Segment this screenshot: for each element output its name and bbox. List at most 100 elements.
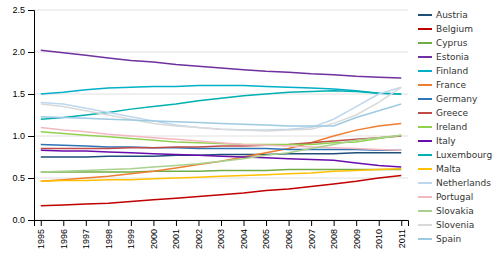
legend-swatch xyxy=(418,42,432,44)
tick-label: 2001 xyxy=(171,229,181,249)
legend-swatch xyxy=(418,196,432,198)
legend-label: Greece xyxy=(436,108,468,118)
tick: 2005 xyxy=(261,220,271,249)
tick-mark xyxy=(41,220,42,226)
tick-mark xyxy=(244,220,245,226)
legend-swatch xyxy=(418,210,432,212)
legend-item: Italy xyxy=(418,136,456,146)
tick: 2004 xyxy=(239,220,249,249)
tick-mark xyxy=(86,220,87,226)
legend-swatch xyxy=(418,28,432,30)
legend-swatch xyxy=(418,224,432,226)
legend-item: France xyxy=(418,80,466,90)
tick-label: 1998 xyxy=(104,229,114,249)
series-line xyxy=(41,123,401,181)
tick: 1995 xyxy=(36,220,46,249)
tick-mark xyxy=(221,220,222,226)
tick: 1.0 xyxy=(12,131,34,141)
series-line xyxy=(41,128,401,151)
legend-label: Netherlands xyxy=(436,178,491,188)
legend-item: Malta xyxy=(418,164,461,174)
tick-label: 1995 xyxy=(36,229,46,249)
series-line xyxy=(41,87,401,130)
legend-item: Portugal xyxy=(418,192,473,202)
series-line xyxy=(41,104,401,126)
tick-label: 2000 xyxy=(149,229,159,249)
tick-label: 2007 xyxy=(307,229,317,249)
legend-swatch xyxy=(418,154,432,156)
legend-item: Cyprus xyxy=(418,38,468,48)
tick-mark xyxy=(28,220,34,221)
tick: 1998 xyxy=(104,220,114,249)
tick-label: 2006 xyxy=(284,229,294,249)
tick-label: 2003 xyxy=(216,229,226,249)
legend-item: Belgium xyxy=(418,24,473,34)
plot: 1995 1996 1997 1998 1999 2000 2001 2002 2003 2004… xyxy=(12,5,408,249)
legend-item: Slovenia xyxy=(418,220,474,230)
tick: 0.0 xyxy=(12,215,34,225)
legend-item: Netherlands xyxy=(418,178,491,188)
tick-label: 2011 xyxy=(397,229,407,248)
x-axis: 1995 1996 1997 1998 1999 2000 2001 2002 2003 2004… xyxy=(35,220,409,249)
tick: 2.5 xyxy=(12,5,34,15)
legend-swatch xyxy=(418,112,432,114)
tick-label: 2004 xyxy=(239,229,249,249)
grid-line xyxy=(34,10,408,11)
tick-label: 1999 xyxy=(126,229,136,249)
legend-item: Spain xyxy=(418,234,461,244)
series-line xyxy=(41,150,401,167)
tick: 1999 xyxy=(126,220,136,249)
legend-label: Ireland xyxy=(436,122,467,132)
legend-swatch xyxy=(418,56,432,58)
legend-label: Portugal xyxy=(436,192,473,202)
legend: AustriaBelgiumCyprusEstoniaFinlandFrance… xyxy=(418,10,492,244)
tick-mark xyxy=(311,220,312,226)
legend-item: Luxembourg xyxy=(418,150,492,160)
legend-item: Estonia xyxy=(418,52,469,62)
tick: 1997 xyxy=(81,220,91,249)
series-line xyxy=(41,50,401,78)
legend-swatch xyxy=(418,182,432,184)
tick-label: 1996 xyxy=(59,229,69,249)
grid-line xyxy=(34,52,408,53)
grid xyxy=(34,10,408,220)
legend-label: Spain xyxy=(436,234,461,244)
tick-label: 1997 xyxy=(81,229,91,249)
tick: 2.0 xyxy=(12,47,34,57)
tick-mark xyxy=(63,220,64,226)
tick-mark xyxy=(198,220,199,226)
tick-label: 2002 xyxy=(194,229,204,249)
legend-label: Malta xyxy=(436,164,461,174)
legend-label: Cyprus xyxy=(436,38,468,48)
tick-mark xyxy=(379,220,380,226)
tick-label: 2.5 xyxy=(12,5,25,15)
tick-mark xyxy=(28,10,34,11)
legend-label: Finland xyxy=(436,66,468,76)
legend-label: Slovakia xyxy=(436,206,474,216)
tick-label: 0.5 xyxy=(12,173,25,183)
tick: 2006 xyxy=(284,220,294,249)
y-axis: 0.0 0.5 1.0 1.5 2.0 2.5 xyxy=(12,5,34,225)
legend-label: Slovenia xyxy=(436,220,474,230)
tick: 2000 xyxy=(149,220,159,249)
legend-swatch xyxy=(418,98,432,100)
legend-swatch xyxy=(418,14,432,16)
tick-mark xyxy=(28,94,34,95)
tick-label: 1.0 xyxy=(12,131,25,141)
tick: 2010 xyxy=(374,220,384,249)
tick-mark xyxy=(28,178,34,179)
tick-mark xyxy=(131,220,132,226)
tick: 2002 xyxy=(194,220,204,249)
tick: 2008 xyxy=(329,220,339,249)
legend-swatch xyxy=(418,126,432,128)
series-line xyxy=(41,91,401,120)
legend-item: Greece xyxy=(418,108,468,118)
axis-line xyxy=(35,221,409,227)
legend-label: Belgium xyxy=(436,24,473,34)
tick: 1.5 xyxy=(12,89,34,99)
legend-swatch xyxy=(418,84,432,86)
series-line xyxy=(41,135,401,172)
tick: 2009 xyxy=(352,220,362,249)
tick: 2007 xyxy=(307,220,317,249)
tick-mark xyxy=(108,220,109,226)
